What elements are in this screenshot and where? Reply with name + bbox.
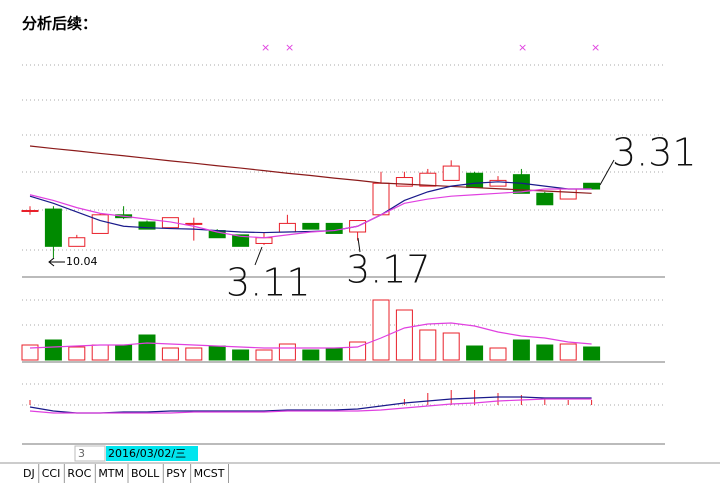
tab[interactable]: PSY <box>166 467 187 480</box>
grid <box>22 64 665 445</box>
candle-body <box>536 192 554 206</box>
status-box <box>74 445 106 462</box>
tab[interactable]: CCI <box>42 467 61 480</box>
candle-body <box>419 172 437 187</box>
annotation: 3.11 <box>226 261 311 305</box>
candle-body <box>583 182 601 190</box>
tab[interactable]: MCST <box>194 467 225 480</box>
candle-body <box>44 208 62 247</box>
tab[interactable]: ROC <box>67 467 91 480</box>
volume-bar <box>512 339 530 361</box>
annotation: 10.04 <box>66 255 98 268</box>
volume-bar <box>115 344 133 361</box>
line <box>29 145 592 194</box>
candle-body <box>185 222 203 225</box>
volume-bar <box>583 346 601 361</box>
volume-bar <box>185 347 203 361</box>
candle-body <box>278 222 296 233</box>
markers: × × × × <box>261 41 600 54</box>
volume-bar <box>325 347 343 361</box>
candle-body <box>232 234 250 247</box>
line <box>29 396 592 414</box>
volume-bar <box>489 347 507 361</box>
candle-body <box>68 237 86 247</box>
volume-bar <box>302 349 320 361</box>
volume-bar <box>559 343 577 361</box>
candle-body <box>302 222 320 230</box>
volume-bar <box>466 345 484 361</box>
candle-body <box>395 177 413 187</box>
volume-bar <box>536 344 554 361</box>
candle-body <box>442 165 460 181</box>
line <box>29 188 592 239</box>
tab[interactable]: DJ <box>23 467 35 480</box>
volume-bar <box>44 339 62 361</box>
candle-body <box>466 172 484 189</box>
candle-body <box>255 237 273 244</box>
status-date: 2016/03/02/三 <box>108 447 186 460</box>
volume-bar <box>278 343 296 361</box>
status-count: 3 <box>78 447 85 460</box>
volume-bar <box>232 349 250 361</box>
volume-bar <box>21 344 39 361</box>
svg-text:×: × <box>591 41 600 54</box>
volume-bar <box>161 347 179 361</box>
volume-bar <box>255 349 273 361</box>
candle-body <box>138 221 156 230</box>
line <box>29 322 592 349</box>
tab[interactable]: BOLL <box>131 467 160 480</box>
candle-body <box>325 222 343 234</box>
volume-bar <box>208 345 226 361</box>
svg-text:×: × <box>285 41 294 54</box>
candle-body <box>161 217 179 229</box>
volume-bar <box>419 329 437 361</box>
tabs: DJ CCI ROC MTM BOLL PSY MCST <box>23 464 230 483</box>
volume-bar <box>372 299 390 361</box>
date-box <box>106 446 198 461</box>
candle-body <box>489 179 507 187</box>
svg-text:×: × <box>518 41 527 54</box>
candle-body <box>91 214 109 234</box>
line <box>29 398 592 414</box>
annotations: 10.04 3.11 3.17 3.31 <box>48 131 697 305</box>
chart-title: 分析后续： <box>22 15 97 33</box>
candle-body <box>372 182 390 216</box>
volume-bar <box>442 332 460 361</box>
volume-bar <box>395 309 413 361</box>
candle-body <box>21 210 39 212</box>
svg-text:×: × <box>261 41 270 54</box>
volume-bar <box>349 341 367 361</box>
tab[interactable]: MTM <box>98 467 124 480</box>
candle-body <box>559 188 577 200</box>
volume-bar <box>138 334 156 361</box>
volume-bar <box>68 346 86 361</box>
annotation: 3.31 <box>612 131 697 175</box>
annotation: 3.17 <box>346 248 431 292</box>
volume-bar <box>91 344 109 361</box>
